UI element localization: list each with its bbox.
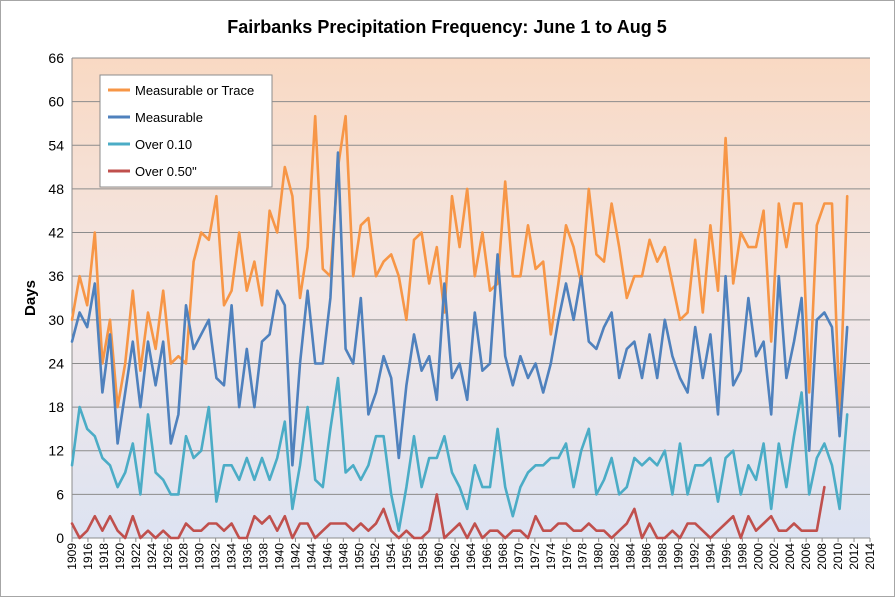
legend-label-measurable-or-trace: Measurable or Trace: [135, 83, 254, 98]
x-tick-label: 2004: [783, 543, 797, 570]
y-tick-label: 6: [56, 486, 64, 502]
legend: Measurable or Trace Measurable Over 0.10…: [99, 74, 273, 188]
x-tick-label: 1940: [272, 543, 286, 570]
legend-label-over-0-10: Over 0.10: [135, 137, 192, 152]
x-tick-label: 1928: [177, 543, 191, 570]
x-tick-label: 1982: [608, 543, 622, 570]
x-tick-label: 1948: [336, 543, 350, 570]
legend-label-over-0-50: Over 0.50": [135, 164, 197, 179]
x-tick-label: 2006: [799, 543, 813, 570]
series-line-over-0-10: [70, 376, 849, 533]
x-tick-label: 1992: [687, 543, 701, 570]
x-tick-label: 1952: [368, 543, 382, 570]
x-tick-label: 1978: [576, 543, 590, 570]
x-tick-label: 1984: [624, 543, 638, 570]
y-axis-label: Days: [22, 280, 39, 316]
series-lines: [70, 114, 849, 540]
y-tick-label: 66: [48, 50, 64, 66]
x-tick-label: 1986: [640, 543, 654, 570]
x-tick-label: 2012: [847, 543, 861, 570]
x-tick-label: 1970: [512, 543, 526, 570]
x-tick-label: 1916: [81, 543, 95, 570]
x-tick-label: 1960: [432, 543, 446, 570]
y-tick-label: 12: [48, 443, 64, 459]
chart-title: Fairbanks Precipitation Frequency: June …: [227, 17, 666, 37]
x-tick-label: 1909: [65, 543, 79, 570]
legend-box: [99, 74, 273, 188]
x-tick-label: 1976: [560, 543, 574, 570]
y-tick-label: 30: [48, 312, 64, 328]
x-tick-label: 1922: [129, 543, 143, 570]
x-tick-label: 1988: [656, 543, 670, 570]
y-tick-label: 42: [48, 225, 64, 241]
x-tick-label: 1930: [193, 543, 207, 570]
x-tick-label: 1944: [304, 543, 318, 570]
x-tick-label: 1920: [113, 543, 127, 570]
series-line-measurable: [70, 151, 849, 467]
x-tick-label: 1918: [97, 543, 111, 570]
x-axis-ticks: 1909 1916 1918 1920 1922 1924 1926 1928 1930 1932…: [65, 538, 877, 570]
y-tick-label: 48: [48, 181, 64, 197]
x-tick-label: 2010: [831, 543, 845, 570]
y-tick-label: 36: [48, 268, 64, 284]
series-line-over-0-50: [70, 485, 826, 540]
y-tick-label: 18: [48, 399, 64, 415]
x-tick-label: 1998: [735, 543, 749, 570]
x-tick-label: 1958: [416, 543, 430, 570]
x-tick-label: 1956: [400, 543, 414, 570]
x-tick-label: 1926: [161, 543, 175, 570]
series-line-measurable-or-trace: [70, 114, 849, 416]
y-tick-label: 54: [48, 137, 64, 153]
x-tick-label: 1964: [464, 543, 478, 570]
x-tick-label: 1966: [480, 543, 494, 570]
x-tick-label: 2008: [815, 543, 829, 570]
x-tick-label: 1942: [288, 543, 302, 570]
legend-label-measurable: Measurable: [135, 110, 203, 125]
x-tick-label: 1972: [528, 543, 542, 570]
y-tick-label: 60: [48, 94, 64, 110]
x-tick-label: 1994: [703, 543, 717, 570]
x-tick-label: 1938: [257, 543, 271, 570]
x-tick-label: 1968: [496, 543, 510, 570]
x-tick-label: 2000: [751, 543, 765, 570]
x-tick-label: 1936: [241, 543, 255, 570]
x-tick-label: 2014: [863, 543, 877, 570]
x-tick-label: 1996: [719, 543, 733, 570]
x-tick-label: 1934: [225, 543, 239, 570]
y-tick-label: 0: [56, 530, 64, 546]
y-axis-ticks: 0 6 12 18 24 30 36 42 48 54 60 66: [48, 50, 64, 546]
x-tick-label: 1950: [352, 543, 366, 570]
x-tick-label: 1990: [671, 543, 685, 570]
x-tick-label: 2002: [767, 543, 781, 570]
x-tick-label: 1924: [145, 543, 159, 570]
x-tick-label: 1932: [209, 543, 223, 570]
y-tick-label: 24: [48, 355, 64, 371]
x-tick-label: 1980: [592, 543, 606, 570]
x-tick-label: 1946: [320, 543, 334, 570]
x-tick-label: 1954: [384, 543, 398, 570]
x-tick-label: 1962: [448, 543, 462, 570]
x-tick-label: 1974: [544, 543, 558, 570]
